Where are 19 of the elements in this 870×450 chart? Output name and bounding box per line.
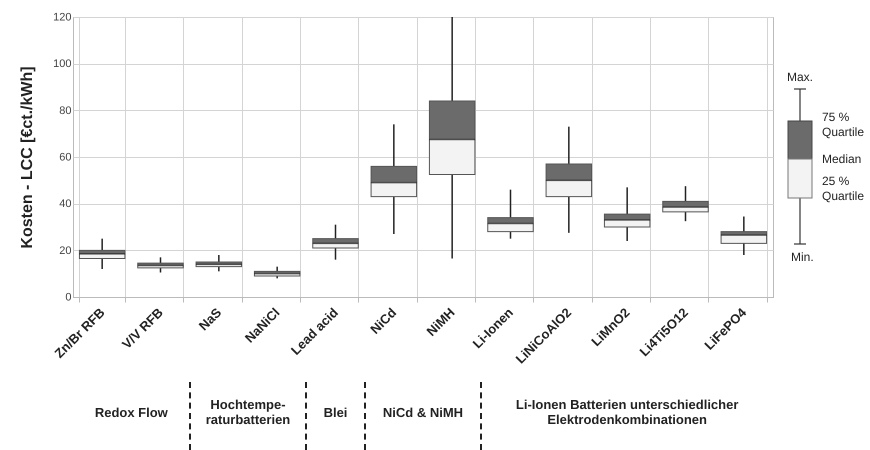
text: Redox Flow [94, 404, 169, 422]
text: Min. [791, 250, 815, 265]
text: Li-Ionen Batterien unterschiedlicher Elektrodenkombinationen [514, 396, 740, 429]
y-tick-label: 0 [65, 292, 72, 304]
y-tick-label: 40 [59, 198, 72, 210]
text: Hochtempe-raturbatterien [204, 396, 292, 429]
text: Max. [787, 70, 814, 85]
y-tick-label: 100 [53, 58, 72, 70]
y-tick-label: 20 [59, 244, 72, 257]
y-tick-label: 80 [59, 104, 72, 117]
text: 25 % Quartile [822, 174, 866, 204]
x-tick-label: NaS [196, 304, 225, 334]
y-tick-label: 120 [53, 12, 72, 24]
text: 75 % Quartile [822, 110, 866, 140]
text: Blei [322, 404, 348, 422]
y-tick-label: 60 [59, 152, 72, 164]
text: Median [822, 152, 862, 167]
y-axis-title: Kosten - LCC [€ct./kWh] [19, 66, 36, 249]
text: NiCd & NiMH [382, 404, 464, 422]
